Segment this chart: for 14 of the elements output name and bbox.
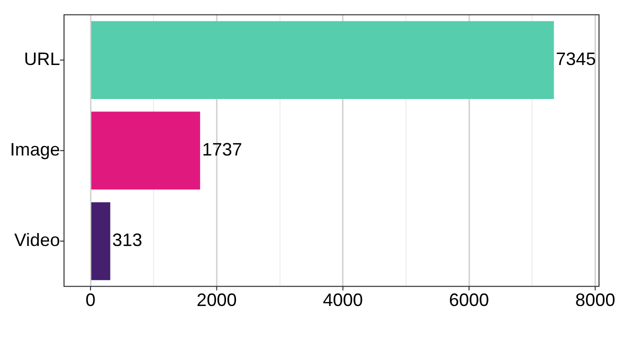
data-label: 1737 bbox=[202, 140, 242, 160]
y-tick-label: Video bbox=[14, 230, 60, 250]
x-tick-label: 6000 bbox=[449, 290, 490, 310]
bar bbox=[91, 112, 200, 190]
bar bbox=[91, 202, 110, 280]
x-tick-label: 2000 bbox=[196, 290, 237, 310]
y-tick-label: Image bbox=[10, 140, 60, 160]
bar bbox=[91, 21, 554, 99]
x-tick-label: 8000 bbox=[575, 290, 616, 310]
data-label: 7345 bbox=[556, 49, 596, 70]
y-tick-label: URL bbox=[24, 49, 60, 70]
x-tick-label: 0 bbox=[86, 290, 96, 310]
data-label: 313 bbox=[112, 230, 142, 250]
x-tick-label: 4000 bbox=[322, 290, 363, 310]
